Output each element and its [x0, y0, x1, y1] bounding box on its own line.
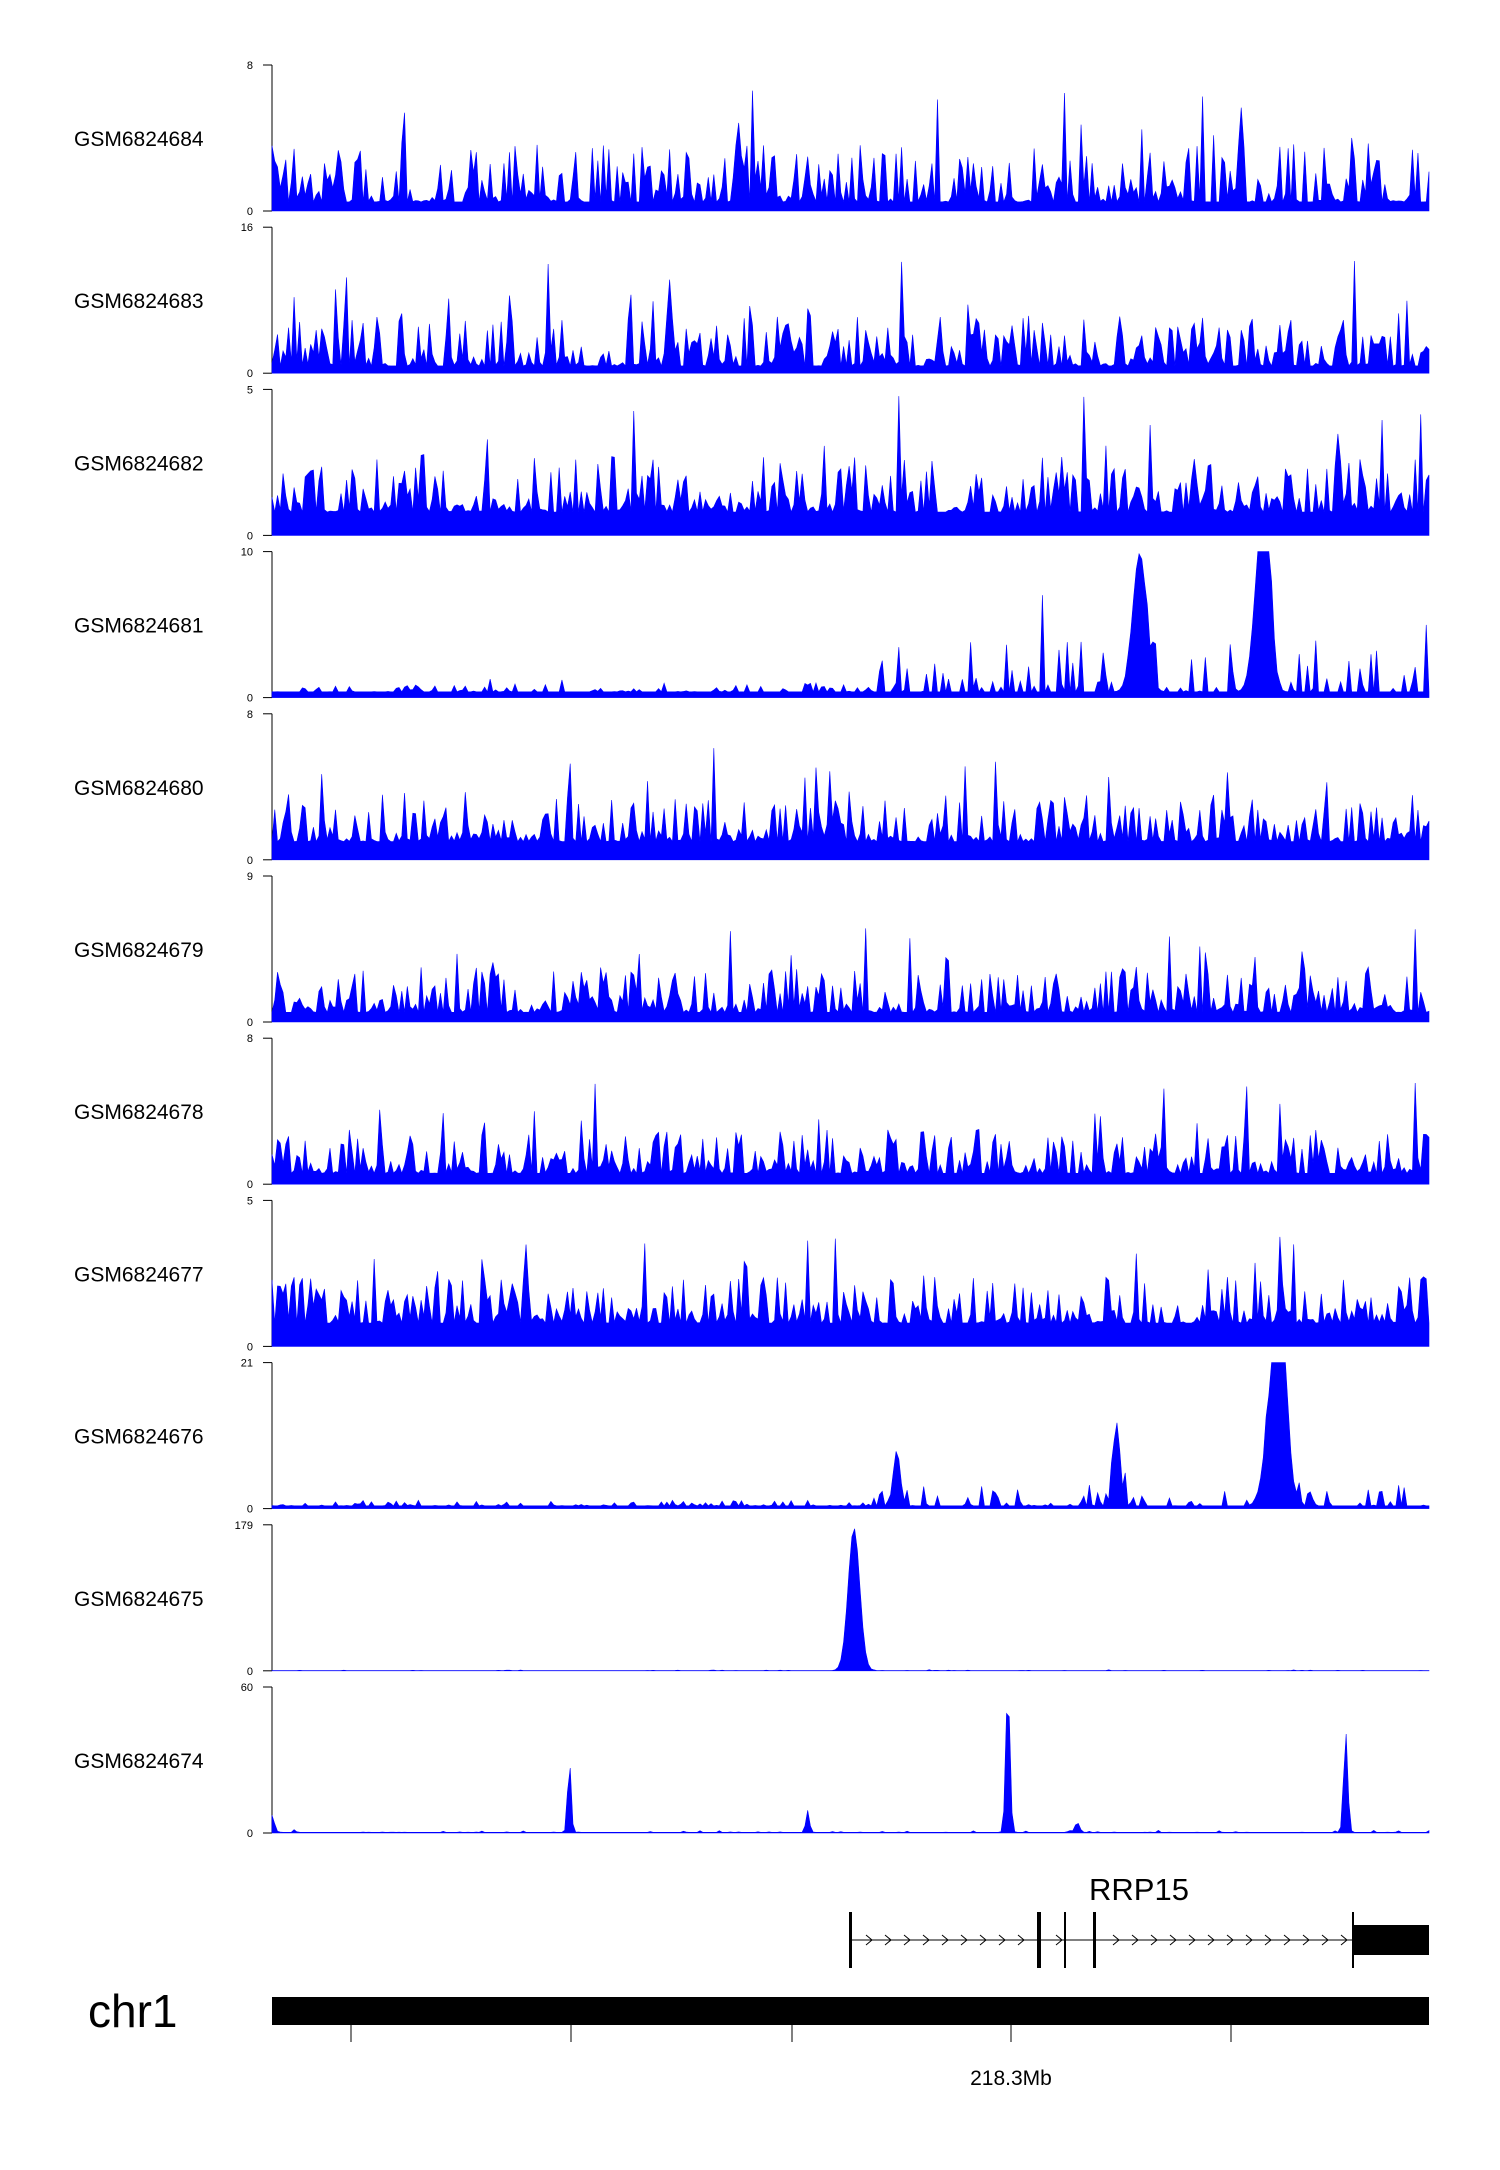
track-label: GSM6824678	[74, 1101, 204, 1124]
track-GSM6824679: GSM6824679 9 0	[74, 871, 1430, 1029]
strand-arrow	[1283, 1934, 1291, 1946]
strand-arrow	[960, 1934, 968, 1946]
track-GSM6824683: GSM6824683 16 0	[74, 222, 1430, 380]
strand-arrow	[1055, 1934, 1063, 1946]
strand-arrow	[903, 1934, 911, 1946]
coverage-area	[271, 1236, 1430, 1347]
strand-arrow	[1226, 1934, 1234, 1946]
y-axis-max-label: 179	[235, 1520, 253, 1532]
track-GSM6824675: GSM6824675 179 0	[74, 1520, 1430, 1678]
y-axis-min-label: 0	[247, 1017, 253, 1029]
track-GSM6824674: GSM6824674 60 0	[74, 1682, 1430, 1840]
y-axis-max-label: 5	[247, 1195, 253, 1207]
y-axis-min-label: 0	[247, 1341, 253, 1353]
track-label: GSM6824677	[74, 1263, 204, 1286]
y-axis-min-label: 0	[247, 368, 253, 380]
strand-arrow	[1188, 1934, 1196, 1946]
y-axis-min-label: 0	[247, 1666, 253, 1678]
strand-arrow	[865, 1934, 873, 1946]
coverage-area	[271, 1528, 1430, 1672]
gene-model-track: RRP15	[849, 1872, 1429, 1968]
y-axis-max-label: 9	[247, 871, 253, 883]
coverage-tracks: GSM682468480GSM6824683160GSM682468250GSM…	[74, 60, 1430, 1840]
strand-arrow	[922, 1934, 930, 1946]
strand-arrow	[1017, 1934, 1025, 1946]
track-GSM6824682: GSM6824682 5 0	[74, 384, 1430, 542]
y-axis-min-label: 0	[247, 1504, 253, 1516]
gene-exon	[1037, 1912, 1041, 1968]
y-axis-min-label: 0	[247, 1179, 253, 1191]
strand-arrow	[884, 1934, 892, 1946]
y-axis-max-label: 8	[247, 60, 253, 72]
coverage-area	[271, 260, 1430, 374]
y-axis-max-label: 16	[241, 222, 253, 234]
chromosome-label: chr1	[88, 1985, 177, 2037]
strand-arrow	[1321, 1934, 1329, 1946]
strand-arrow	[941, 1934, 949, 1946]
y-axis-max-label: 21	[241, 1358, 253, 1370]
strand-arrow	[1340, 1934, 1348, 1946]
strand-arrow	[1169, 1934, 1177, 1946]
gene-name-label: RRP15	[1089, 1872, 1189, 1907]
gene-exon	[849, 1912, 852, 1968]
gene-exon	[1093, 1912, 1096, 1968]
track-label: GSM6824683	[74, 290, 204, 313]
axis-tick-label: 218.3Mb	[970, 2067, 1052, 2090]
y-axis-min-label: 0	[247, 1828, 253, 1840]
track-GSM6824678: GSM6824678 8 0	[74, 1033, 1430, 1191]
strand-arrow	[1264, 1934, 1272, 1946]
coverage-area	[271, 1712, 1430, 1834]
track-GSM6824676: GSM6824676 21 0	[74, 1358, 1430, 1516]
chromosome-axis: chr1 218.3Mb	[88, 1985, 1429, 2090]
track-GSM6824680: GSM6824680 8 0	[74, 709, 1430, 867]
gene-exon	[1064, 1912, 1066, 1968]
chromosome-bar	[272, 1997, 1429, 2025]
track-GSM6824681: GSM6824681 10 0	[74, 547, 1430, 705]
track-label: GSM6824680	[74, 777, 204, 800]
strand-arrow	[1302, 1934, 1310, 1946]
strand-arrow	[1207, 1934, 1215, 1946]
y-axis-min-label: 0	[247, 206, 253, 218]
track-GSM6824677: GSM6824677 5 0	[74, 1195, 1430, 1353]
strand-arrow	[979, 1934, 987, 1946]
coverage-area	[271, 1362, 1430, 1509]
strand-arrow	[998, 1934, 1006, 1946]
gene-exon	[1352, 1912, 1354, 1968]
y-axis-max-label: 8	[247, 709, 253, 721]
strand-arrow	[1150, 1934, 1158, 1946]
y-axis-max-label: 60	[241, 1682, 253, 1694]
gene-exon-terminal	[1354, 1925, 1429, 1955]
axis-ticks	[350, 2025, 1232, 2042]
track-label: GSM6824681	[74, 615, 204, 638]
track-label: GSM6824674	[74, 1750, 204, 1773]
y-axis-max-label: 10	[241, 547, 253, 559]
coverage-area	[271, 748, 1430, 861]
y-axis-max-label: 8	[247, 1033, 253, 1045]
y-axis-min-label: 0	[247, 693, 253, 705]
coverage-area	[271, 396, 1430, 536]
track-label: GSM6824675	[74, 1588, 204, 1611]
y-axis-max-label: 5	[247, 384, 253, 396]
track-GSM6824684: GSM6824684 8 0	[74, 60, 1430, 218]
strand-arrow	[1112, 1934, 1120, 1946]
coverage-area	[271, 1083, 1430, 1185]
track-label: GSM6824676	[74, 1426, 204, 1449]
track-label: GSM6824684	[74, 128, 204, 151]
strand-arrow	[1245, 1934, 1253, 1946]
coverage-area	[271, 928, 1430, 1023]
y-axis-min-label: 0	[247, 855, 253, 867]
track-label: GSM6824679	[74, 939, 204, 962]
coverage-area	[271, 90, 1430, 212]
track-label: GSM6824682	[74, 452, 204, 475]
strand-arrow	[1131, 1934, 1139, 1946]
y-axis-min-label: 0	[247, 530, 253, 542]
coverage-area	[271, 551, 1430, 698]
